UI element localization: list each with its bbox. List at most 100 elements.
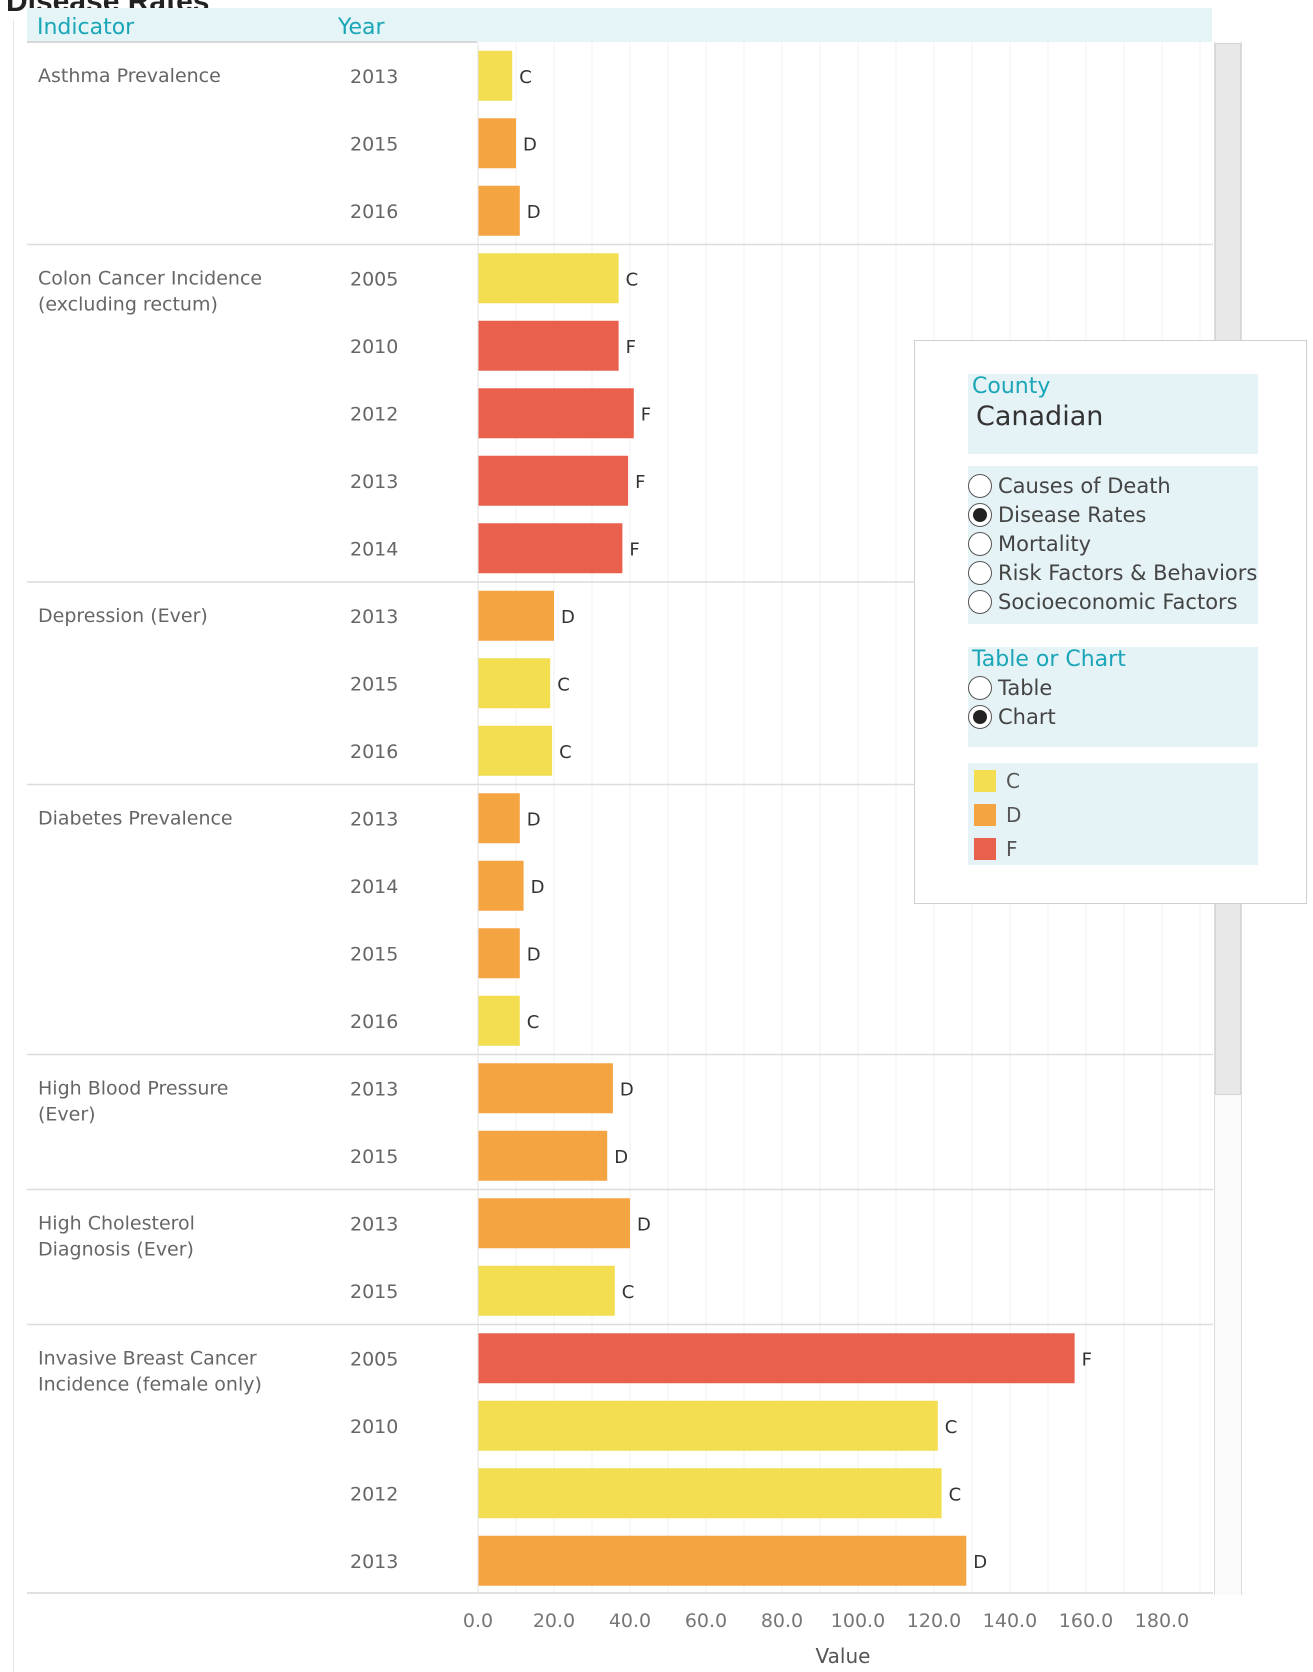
grade-label: D bbox=[527, 202, 541, 223]
legend-item-d[interactable]: D bbox=[968, 798, 1258, 832]
grade-label: F bbox=[635, 472, 645, 493]
year-label: 2005 bbox=[350, 1348, 398, 1370]
bar[interactable] bbox=[478, 1400, 938, 1451]
bar[interactable] bbox=[478, 253, 619, 304]
county-filter[interactable]: County Canadian bbox=[968, 374, 1258, 454]
x-tick-label: 140.0 bbox=[983, 1610, 1037, 1632]
radio-empty-icon[interactable] bbox=[968, 473, 992, 498]
bar[interactable] bbox=[478, 455, 629, 506]
bar[interactable] bbox=[478, 320, 619, 371]
radio-dot-icon bbox=[973, 507, 987, 522]
county-filter-label: County bbox=[972, 374, 1051, 399]
bar[interactable] bbox=[478, 860, 524, 911]
view-option-chart[interactable]: Chart bbox=[968, 702, 1258, 731]
legend-swatch bbox=[974, 770, 996, 792]
bar[interactable] bbox=[478, 1130, 608, 1181]
grade-label: C bbox=[945, 1417, 958, 1438]
bar[interactable] bbox=[478, 658, 551, 709]
bar[interactable] bbox=[478, 1468, 942, 1519]
year-label: 2012 bbox=[350, 1483, 398, 1505]
radio-empty-icon[interactable] bbox=[968, 675, 992, 700]
bar[interactable] bbox=[478, 388, 634, 439]
bar[interactable] bbox=[478, 1063, 613, 1114]
grade-label: C bbox=[519, 67, 532, 88]
bar[interactable] bbox=[478, 118, 516, 169]
bar[interactable] bbox=[478, 1333, 1075, 1384]
grade-label: D bbox=[561, 607, 575, 628]
year-label: 2010 bbox=[350, 336, 398, 358]
radio-empty-icon[interactable] bbox=[968, 560, 992, 585]
year-label: 2010 bbox=[350, 1416, 398, 1438]
indicator-label: Colon Cancer Incidence (excluding rectum) bbox=[38, 268, 262, 316]
header-divider bbox=[27, 41, 477, 43]
indicator-label: Asthma Prevalence bbox=[38, 65, 221, 87]
indicator-column-header[interactable]: Indicator bbox=[37, 15, 135, 40]
county-value[interactable]: Canadian bbox=[976, 401, 1104, 432]
year-label: 2015 bbox=[350, 1281, 398, 1303]
grade-label: D bbox=[973, 1552, 987, 1573]
grade-label: D bbox=[620, 1079, 634, 1100]
year-label: 2005 bbox=[350, 268, 398, 290]
radio-label: Table bbox=[998, 675, 1053, 700]
view-toggle-group: Table or Chart Table Chart bbox=[968, 647, 1258, 747]
bar[interactable] bbox=[478, 185, 520, 236]
year-label: 2013 bbox=[350, 471, 398, 493]
bar[interactable] bbox=[478, 1198, 630, 1249]
grade-label: C bbox=[626, 269, 639, 290]
radio-selected-icon[interactable] bbox=[968, 704, 992, 729]
bar[interactable] bbox=[478, 1265, 615, 1316]
category-radio-group: Causes of Death Disease Rates Mortality Ris… bbox=[968, 466, 1258, 624]
year-label: 2016 bbox=[350, 201, 398, 223]
category-option-causes-of-death[interactable]: Causes of Death bbox=[968, 471, 1258, 500]
bar[interactable] bbox=[478, 523, 623, 574]
radio-empty-icon[interactable] bbox=[968, 589, 992, 614]
grade-label: F bbox=[629, 539, 639, 560]
grade-label: D bbox=[527, 944, 541, 965]
category-option-risk-factors-behaviors[interactable]: Risk Factors & Behaviors bbox=[968, 558, 1258, 587]
bar[interactable] bbox=[478, 1535, 967, 1586]
legend-item-c[interactable]: C bbox=[968, 764, 1258, 798]
legend-item-f[interactable]: F bbox=[968, 832, 1258, 866]
indicator-label: High Blood Pressure (Ever) bbox=[38, 1078, 229, 1126]
left-divider bbox=[13, 20, 14, 1672]
category-option-disease-rates[interactable]: Disease Rates bbox=[968, 500, 1258, 529]
bar[interactable] bbox=[478, 590, 554, 641]
view-toggle-label: Table or Chart bbox=[972, 647, 1126, 672]
grade-label: D bbox=[527, 809, 541, 830]
radio-selected-icon[interactable] bbox=[968, 502, 992, 527]
filter-panel: County Canadian Causes of Death Disease R… bbox=[914, 340, 1307, 904]
view-option-table[interactable]: Table bbox=[968, 673, 1258, 702]
year-label: 2013 bbox=[350, 1551, 398, 1573]
x-tick-label: 60.0 bbox=[685, 1610, 727, 1632]
bar[interactable] bbox=[478, 725, 553, 776]
legend-label: F bbox=[1006, 837, 1018, 861]
year-label: 2014 bbox=[350, 538, 398, 560]
category-option-socioeconomic-factors[interactable]: Socioeconomic Factors bbox=[968, 587, 1258, 616]
radio-empty-icon[interactable] bbox=[968, 531, 992, 556]
grade-label: C bbox=[949, 1484, 962, 1505]
bar[interactable] bbox=[478, 50, 513, 101]
grade-label: D bbox=[523, 134, 537, 155]
indicator-label: Invasive Breast Cancer Incidence (female … bbox=[38, 1348, 262, 1396]
legend-label: D bbox=[1006, 803, 1022, 827]
category-option-mortality[interactable]: Mortality bbox=[968, 529, 1258, 558]
x-tick-label: 20.0 bbox=[533, 1610, 575, 1632]
indicator-label: High Cholesterol Diagnosis (Ever) bbox=[38, 1213, 195, 1261]
radio-label: Causes of Death bbox=[998, 473, 1171, 498]
year-label: 2015 bbox=[350, 133, 398, 155]
grade-label: F bbox=[626, 337, 636, 358]
column-header-bar bbox=[27, 8, 1212, 42]
radio-label: Chart bbox=[998, 704, 1056, 729]
x-axis-title: Value bbox=[816, 1644, 871, 1668]
x-tick-label: 180.0 bbox=[1135, 1610, 1189, 1632]
grade-label: D bbox=[637, 1214, 651, 1235]
year-label: 2013 bbox=[350, 1213, 398, 1235]
bar[interactable] bbox=[478, 995, 520, 1046]
year-label: 2013 bbox=[350, 808, 398, 830]
year-column-header[interactable]: Year bbox=[338, 15, 385, 40]
bar[interactable] bbox=[478, 928, 520, 979]
x-tick-label: 80.0 bbox=[761, 1610, 803, 1632]
bar[interactable] bbox=[478, 793, 520, 844]
